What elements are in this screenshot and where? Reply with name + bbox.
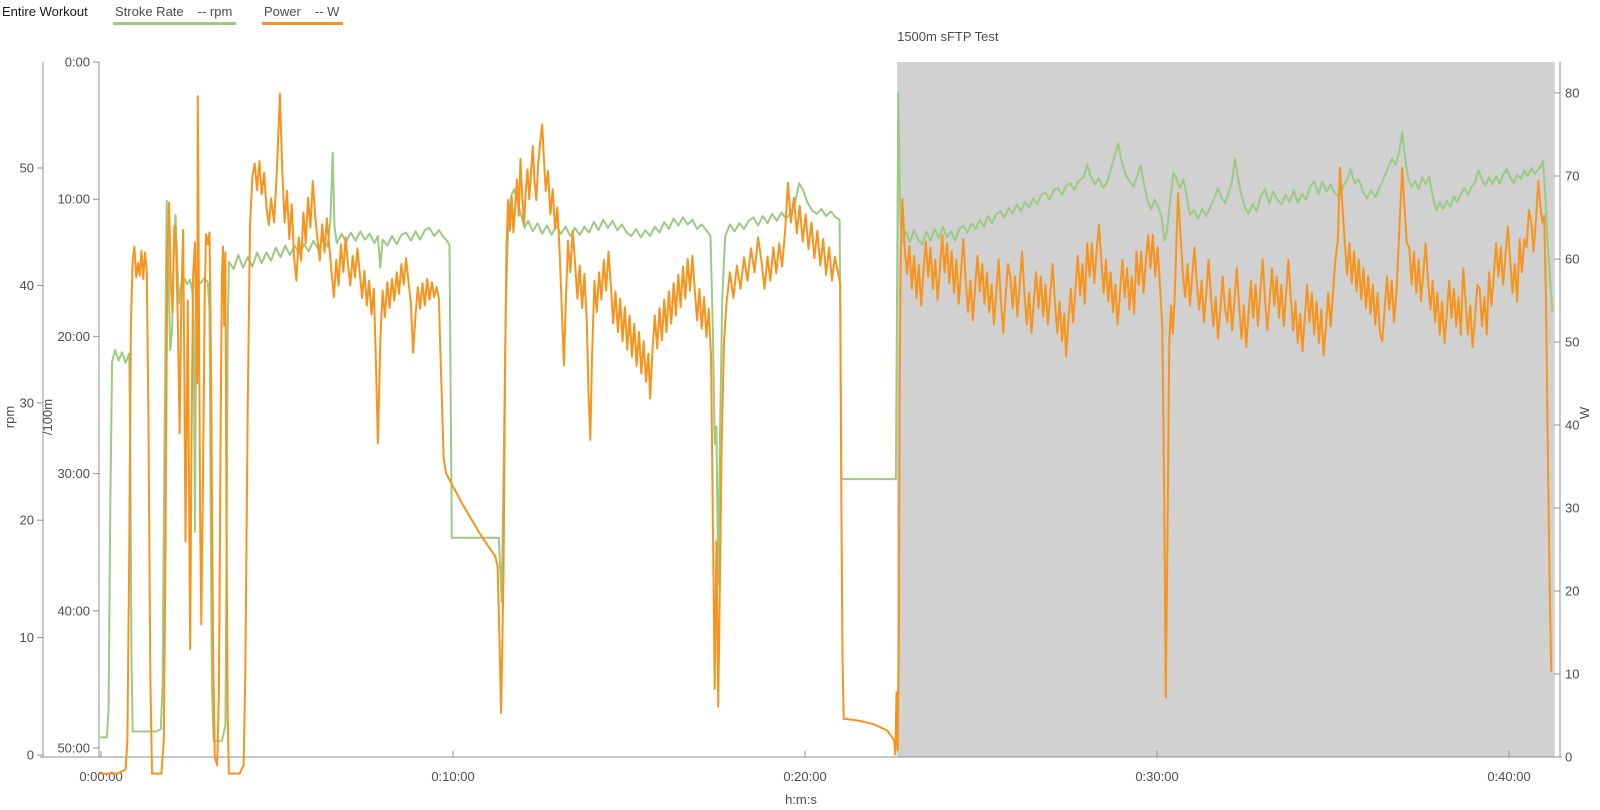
pace-tick-label: 0:00 xyxy=(65,55,90,70)
pace-axis-title: /100m xyxy=(40,399,55,435)
pace-tick-label: 50:00 xyxy=(57,741,90,756)
legend-item-power[interactable]: Power -- W xyxy=(262,4,344,25)
rpm-tick-label: 20 xyxy=(20,513,34,528)
rpm-tick-label: 50 xyxy=(20,161,34,176)
time-tick-label: 0:00:00 xyxy=(79,769,122,784)
watts-axis-title: W xyxy=(1577,406,1592,419)
watts-tick-label: 30 xyxy=(1565,501,1579,516)
watts-tick-label: 10 xyxy=(1565,667,1579,682)
time-tick-label: 0:20:00 xyxy=(783,769,826,784)
legend-stroke-rate-label: Stroke Rate xyxy=(115,4,184,19)
legend-stroke-rate-unit: -- rpm xyxy=(197,4,233,19)
pace-tick-label: 40:00 xyxy=(57,603,90,618)
watts-tick-label: 0 xyxy=(1565,750,1572,765)
pace-tick-label: 10:00 xyxy=(57,192,90,207)
watts-tick-label: 40 xyxy=(1565,418,1579,433)
chart-legend: Entire Workout Stroke Rate -- rpm Power --… xyxy=(0,0,1600,26)
legend-power-unit: -- W xyxy=(314,4,340,19)
stroke-rate-line[interactable] xyxy=(100,91,1554,742)
watts-tick-label: 50 xyxy=(1565,335,1579,350)
legend-item-stroke-rate[interactable]: Stroke Rate -- rpm xyxy=(113,4,237,25)
rpm-tick-label: 0 xyxy=(27,748,34,763)
watts-tick-label: 80 xyxy=(1565,86,1579,101)
legend-power-label: Power xyxy=(264,4,301,19)
rpm-tick-label: 40 xyxy=(20,278,34,293)
time-tick-label: 0:40:00 xyxy=(1487,769,1530,784)
time-tick-label: 0:30:00 xyxy=(1135,769,1178,784)
watts-tick-label: 60 xyxy=(1565,252,1579,267)
pace-tick-label: 30:00 xyxy=(57,466,90,481)
time-tick-label: 0:10:00 xyxy=(431,769,474,784)
rpm-axis-title: rpm xyxy=(2,406,17,428)
pace-tick-label: 20:00 xyxy=(57,329,90,344)
watts-tick-label: 70 xyxy=(1565,169,1579,184)
rpm-tick-label: 30 xyxy=(20,395,34,410)
watts-tick-label: 20 xyxy=(1565,584,1579,599)
rpm-tick-label: 10 xyxy=(20,630,34,645)
power-line[interactable] xyxy=(100,92,1553,775)
workout-scope-selector[interactable]: Entire Workout xyxy=(2,4,88,19)
interval-region-title: 1500m sFTP Test xyxy=(897,29,999,44)
interval-region-band[interactable] xyxy=(897,62,1555,757)
time-axis-title: h:m:s xyxy=(785,792,817,807)
